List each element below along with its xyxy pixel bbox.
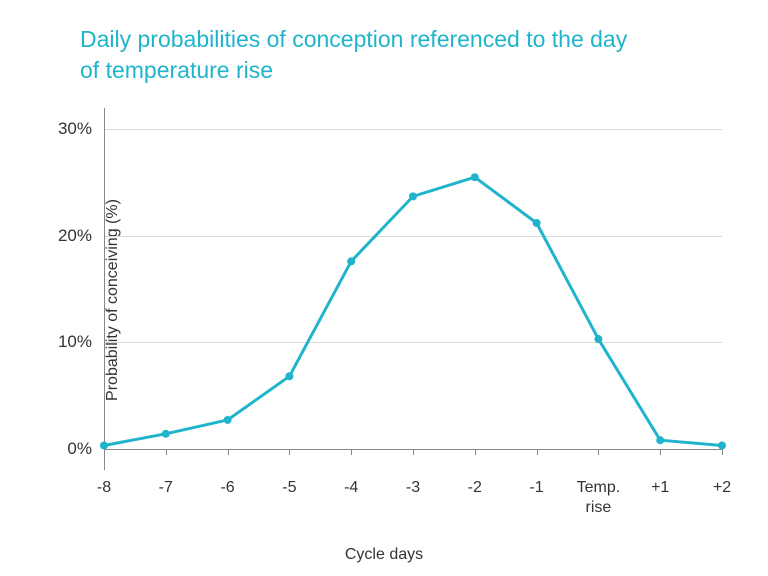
x-tick-label: -3 [406,478,420,498]
data-point [224,416,232,424]
y-tick-label: 0% [67,439,92,459]
x-axis-label: Cycle days [345,546,423,564]
x-tick-label: -7 [159,478,173,498]
x-tick-label: +1 [651,478,669,498]
series-line [104,177,722,445]
line-series [104,108,722,470]
data-point [718,442,726,450]
chart-title: Daily probabilities of conception refere… [80,24,640,86]
data-point [100,442,108,450]
y-tick-label: 20% [58,226,92,246]
x-tick-label: -4 [344,478,358,498]
data-point [347,257,355,265]
x-tick-label: -2 [468,478,482,498]
data-point [285,372,293,380]
x-tick-label: -5 [282,478,296,498]
x-tick-mark [722,449,723,455]
x-tick-label: +2 [713,478,731,498]
y-tick-label: 30% [58,119,92,139]
data-point [471,173,479,181]
x-tick-label: -1 [529,478,543,498]
x-tick-label: -8 [97,478,111,498]
data-point [656,436,664,444]
x-tick-label: -6 [220,478,234,498]
x-tick-label: Temp. rise [577,478,621,518]
data-point [533,219,541,227]
y-tick-label: 10% [58,332,92,352]
data-point [162,430,170,438]
data-point [409,192,417,200]
plot-area: 0%10%20%30%-8-7-6-5-4-3-2-1Temp. rise+1+… [104,108,722,470]
chart-container: Daily probabilities of conception refere… [0,0,768,576]
data-point [594,335,602,343]
